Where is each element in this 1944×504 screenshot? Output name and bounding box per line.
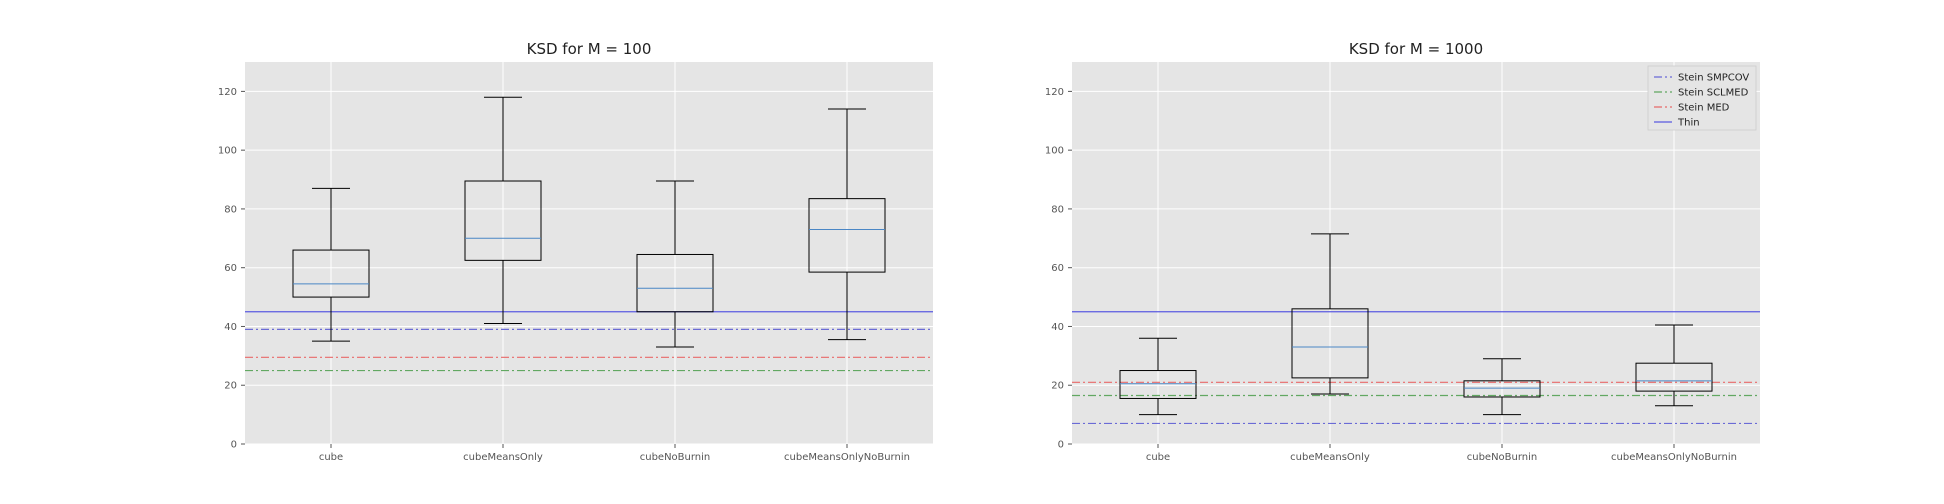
y-tick-label: 100	[218, 146, 237, 157]
box	[636, 253, 714, 313]
y-tick-label: 40	[224, 322, 237, 333]
x-tick-label: cubeMeansOnly	[463, 452, 543, 463]
grid-lines	[1072, 62, 1760, 445]
box-plot	[1119, 337, 1197, 416]
box	[292, 249, 370, 298]
x-tick-label: cubeNoBurnin	[640, 452, 711, 463]
box-plots	[1119, 233, 1713, 416]
axis-ticks: 0 20 40 60 80 100 120 cube cubeMeansOnly cubeNoBu…	[218, 87, 910, 463]
y-tick-label: 0	[1058, 440, 1064, 451]
x-tick-label: cube	[1146, 452, 1170, 463]
y-tick-label: 120	[1045, 87, 1064, 98]
y-tick-label: 80	[1051, 204, 1064, 215]
legend: Stein SMPCOV Stein SCLMED Stein MED Thin	[1647, 65, 1757, 131]
y-tick-label: 60	[224, 263, 237, 274]
x-tick-label: cube	[319, 452, 343, 463]
y-tick-label: 40	[1051, 322, 1064, 333]
box-plot	[1463, 358, 1541, 416]
y-tick-label: 120	[218, 87, 237, 98]
box	[1119, 370, 1197, 399]
y-tick-label: 0	[231, 440, 237, 451]
legend-label: Thin	[1677, 118, 1700, 129]
box-plot	[292, 187, 370, 342]
chart-panel-m1000: 0 20 40 60 80 100 120 cube cubeMeansOnly cubeNoBu…	[1045, 40, 1760, 463]
box	[464, 180, 542, 261]
legend-label: Stein SCLMED	[1678, 88, 1749, 99]
x-tick-label: cubeMeansOnlyNoBurnin	[1611, 452, 1737, 463]
chart-panel-m100: 0 20 40 60 80 100 120 cube cubeMeansOnly cubeNoBu…	[218, 40, 933, 463]
box-plot	[1635, 324, 1713, 407]
y-tick-label: 60	[1051, 263, 1064, 274]
y-tick-label: 80	[224, 204, 237, 215]
y-tick-label: 20	[1051, 381, 1064, 392]
y-tick-label: 100	[1045, 146, 1064, 157]
box-plot	[636, 180, 714, 348]
box-plot	[464, 96, 542, 325]
box-plot	[1291, 233, 1369, 395]
reference-lines	[245, 311, 933, 372]
box	[1463, 380, 1541, 398]
plot-area	[245, 62, 933, 444]
box	[808, 198, 886, 273]
y-tick-label: 20	[224, 381, 237, 392]
legend-label: Stein SMPCOV	[1678, 73, 1749, 84]
box	[1635, 362, 1713, 392]
x-tick-label: cubeMeansOnly	[1290, 452, 1370, 463]
x-tick-label: cubeMeansOnlyNoBurnin	[784, 452, 910, 463]
chart-title: KSD for M = 1000	[1349, 40, 1483, 58]
axis-ticks: 0 20 40 60 80 100 120 cube cubeMeansOnly cubeNoBu…	[1045, 87, 1737, 463]
box-plot	[808, 108, 886, 341]
box	[1291, 308, 1369, 379]
box-plots	[292, 96, 886, 348]
chart-title: KSD for M = 100	[527, 40, 652, 58]
legend-label: Stein MED	[1678, 103, 1730, 114]
reference-lines	[1072, 311, 1760, 425]
x-tick-label: cubeNoBurnin	[1467, 452, 1538, 463]
